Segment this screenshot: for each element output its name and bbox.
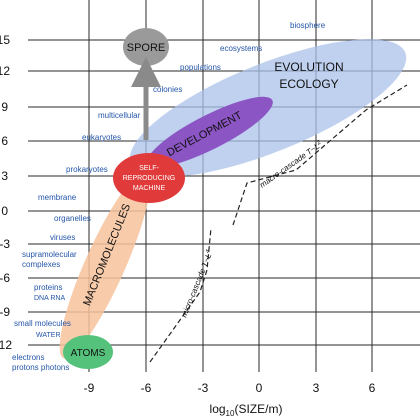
x-axis-title-subscript: 10 (226, 409, 235, 418)
self-reproducing-machine-blob (113, 153, 185, 203)
viruses-label: viruses (50, 233, 75, 242)
y-tick-label: -9 (0, 305, 10, 319)
y-tick-label: 12 (0, 64, 10, 78)
eukaryotes-label: eukaryotes (82, 133, 121, 142)
y-tick-label: -3 (0, 237, 10, 251)
spore-blob (123, 28, 169, 66)
x-axis-title-prefix: log (210, 402, 226, 416)
water-label: WATER (36, 332, 61, 339)
x-tick-label: -9 (84, 381, 95, 395)
evolution-label: EVOLUTION (274, 60, 343, 74)
x-tick-label: -3 (198, 381, 209, 395)
membrane-label: membrane (38, 193, 77, 202)
machine-label-1: SELF- (139, 165, 160, 172)
atoms-label: ATOMS (71, 348, 106, 359)
ecosystems-label: ecosystems (220, 44, 262, 53)
x-axis-ticks: -9 -6 -3 0 3 6 (84, 381, 376, 395)
macro-cascade-exponent: 2 (315, 139, 323, 147)
prokaryotes-label: prokaryotes (66, 165, 108, 174)
x-tick-label: 0 (256, 381, 263, 395)
y-tick-label: -6 (0, 271, 10, 285)
micro-cascade-label: micro-cascade T~L4 (180, 248, 215, 318)
atoms-blob (63, 335, 113, 369)
machine-label-2: REPRODUCING (123, 175, 176, 182)
y-tick-label: 3 (1, 169, 8, 183)
organelles-label: organelles (54, 214, 91, 223)
x-axis-title: log10(SIZE/m) (210, 402, 283, 418)
y-tick-label: 9 (1, 100, 8, 114)
y-axis-ticks: 15 12 9 6 3 0 -3 -6 -9 -12 (0, 33, 12, 352)
x-tick-label: 6 (369, 381, 376, 395)
electrons-label: electrons (12, 353, 44, 362)
development-blob (147, 96, 273, 168)
y-tick-label: 15 (0, 33, 10, 47)
y-tick-label: -12 (0, 338, 12, 352)
x-axis-title-rest: (SIZE/m) (234, 402, 282, 416)
small-molecules-label: small molecules (14, 319, 71, 328)
biosphere-label: biosphere (290, 21, 326, 30)
machine-label-3: MACHINE (133, 185, 166, 192)
supramolecular-label: supramolecular (22, 250, 77, 259)
proteins-label: proteins (34, 283, 62, 292)
x-tick-label: 3 (313, 381, 320, 395)
y-tick-label: 6 (1, 134, 8, 148)
multicellular-label: multicellular (98, 111, 141, 120)
y-tick-label: 0 (1, 204, 8, 218)
ecology-label: ECOLOGY (279, 77, 338, 91)
protons-photons-label: protons photons (12, 363, 69, 372)
micro-cascade-exponent: 4 (205, 248, 212, 254)
macromolecules-blob (59, 171, 151, 359)
populations-label: populations (180, 63, 221, 72)
spore-label: SPORE (127, 42, 166, 54)
micro-cascade-line (149, 227, 212, 363)
colonies-label: colonies (153, 85, 182, 94)
micro-cascade-text: micro-cascade T~L (180, 252, 214, 319)
macro-cascade-line (232, 84, 408, 226)
complexes-label: complexes (22, 260, 60, 269)
x-tick-label: -6 (141, 381, 152, 395)
dna-rna-label: DNA RNA (34, 295, 65, 302)
